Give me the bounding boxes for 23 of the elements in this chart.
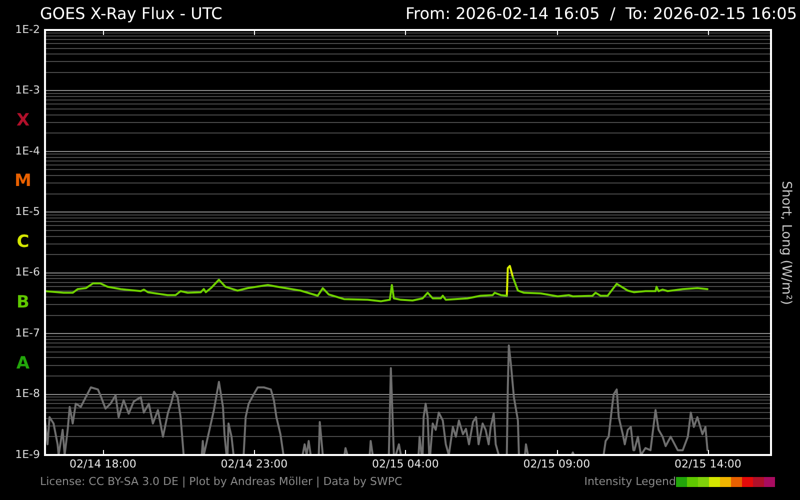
text: B — [16, 292, 30, 313]
x-tick-label: 02/14 23:00 — [220, 457, 288, 470]
y-tick-label: 1E-7 — [15, 326, 40, 340]
y-tick-label: 1E-5 — [15, 205, 40, 218]
y-tick-label: 1E-2 — [15, 22, 40, 36]
text: X — [16, 110, 30, 130]
y-tick-label: 1E-9 — [15, 448, 40, 461]
text: A — [16, 353, 30, 374]
text: License: CC BY-SA 3.0 DE | Plot by Andreas Möller | Data by SWPC — [40, 475, 402, 488]
y-tick-label: 1E-8 — [15, 387, 40, 400]
chart-title: GOES X-Ray Flux - UTC — [40, 4, 222, 24]
y-tick-label: 1E-3 — [15, 84, 40, 97]
y-axis-title: Short, Long (W/m²) — [778, 180, 794, 304]
x-tick-label: 02/15 04:00 — [372, 457, 439, 470]
x-tick-label: 02/15 14:00 — [674, 457, 742, 470]
text: Intensity Legend — [584, 475, 676, 488]
x-tick-label: 02/14 18:00 — [70, 457, 136, 470]
text: M — [14, 171, 32, 192]
y-tick-label: 1E-4 — [15, 144, 40, 158]
text: C — [16, 232, 30, 252]
x-tick-label: 02/15 09:00 — [523, 457, 590, 470]
chart-subtitle: From: 2026-02-14 16:05 / To: 2026-02-15 16:05 — [405, 4, 797, 24]
y-tick-label: 1E-6 — [15, 266, 40, 279]
